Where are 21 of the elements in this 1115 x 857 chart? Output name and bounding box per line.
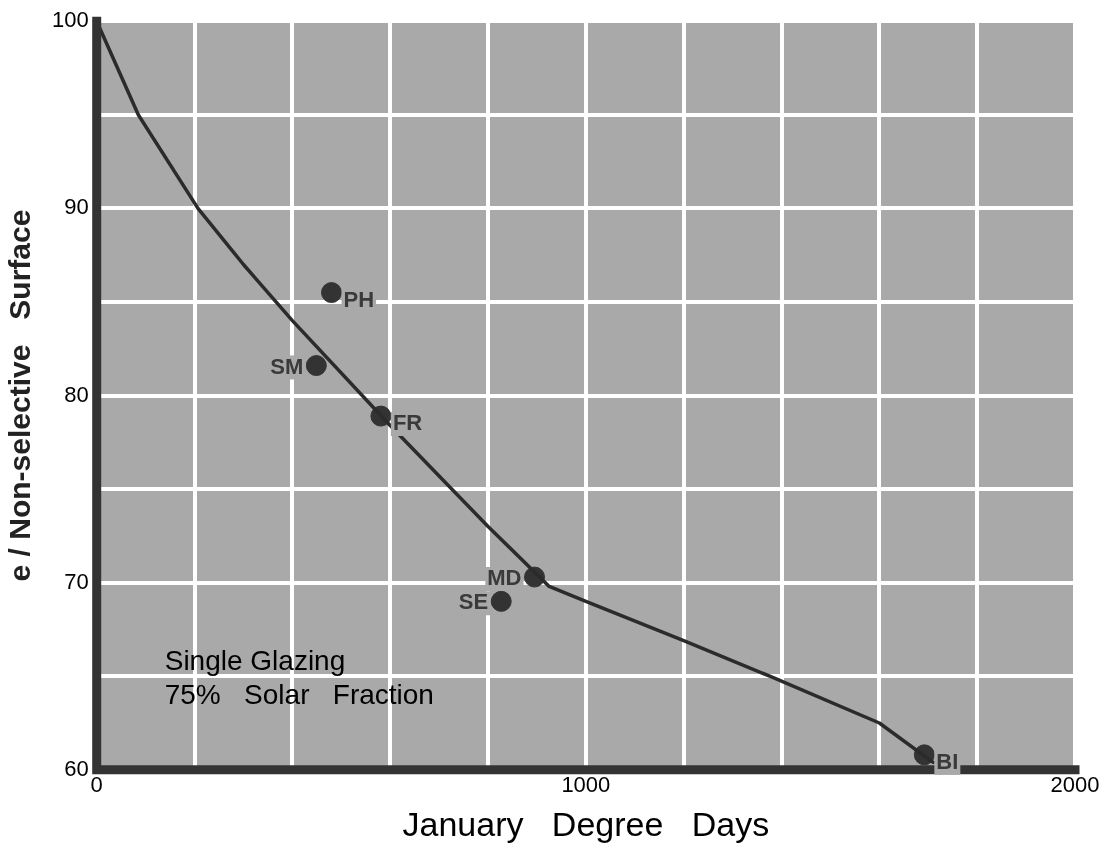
y-tick-label: 60: [64, 755, 89, 781]
x-axis-title: January Degree Days: [402, 804, 770, 843]
annotation: SE: [458, 589, 489, 615]
point: [305, 355, 327, 377]
annotation: 75% Solar Fraction: [164, 678, 434, 710]
annotation: FR: [392, 410, 423, 436]
annotation: MD: [487, 565, 522, 591]
annotation: SM: [270, 353, 304, 379]
point: [490, 590, 512, 612]
annotation: PH: [343, 286, 375, 312]
annotation: Single Glazing: [164, 644, 346, 676]
x-tick-label: 2000: [1050, 772, 1100, 798]
y-tick-label: 90: [64, 194, 89, 220]
annotation: BI: [936, 748, 959, 774]
x-tick-label: 1000: [561, 772, 611, 798]
x-tick-label: 0: [90, 772, 103, 798]
point: [321, 282, 342, 304]
y-tick-label: 70: [64, 568, 89, 594]
y-tick-label: 80: [64, 381, 89, 407]
y-tick-label: 100: [51, 7, 89, 33]
y-axis-title: e / Non-selective Surface: [3, 209, 37, 582]
